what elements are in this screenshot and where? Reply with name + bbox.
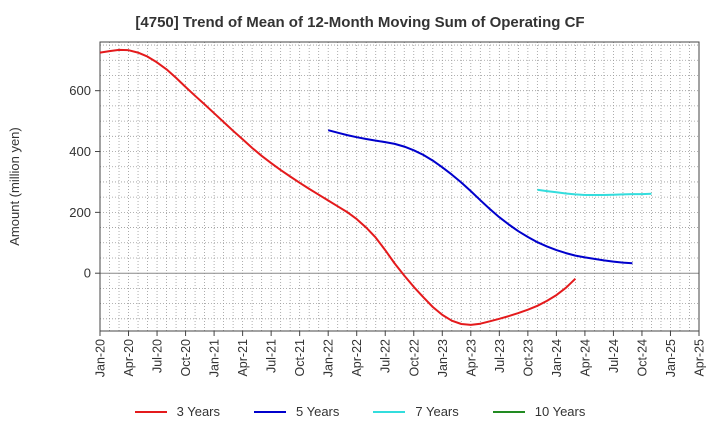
x-tick-label: Jan-24 [550,339,564,377]
series-line-5-years [327,129,633,265]
plot-area [100,42,699,331]
plot-frame [99,41,700,332]
y-tick-label: 200 [69,205,91,220]
x-tick-label: Oct-21 [293,339,307,377]
x-tick-label: Oct-22 [407,339,421,377]
legend-swatch [492,410,525,413]
y-tick-label: 400 [69,144,91,159]
x-tick-label: Jul-20 [151,339,165,373]
legend-label: 7 Years [415,404,459,419]
x-tick-label: Apr-24 [578,339,592,377]
x-tick-label: Jul-24 [607,339,621,373]
x-tick-label: Jan-20 [94,339,108,377]
x-tick-label: Jul-23 [493,339,507,373]
x-tick-label: Apr-23 [464,339,478,377]
y-axis-label: Amount (million yen) [7,127,22,246]
x-tick-label: Apr-25 [693,339,707,377]
legend-swatch [254,410,286,413]
legend-item: 3 Years [134,404,220,419]
x-tick-label: Oct-23 [521,339,535,377]
x-tick-label: Jan-22 [322,339,336,377]
legend-swatch [373,410,406,413]
x-tick-label: Jan-23 [436,339,450,377]
y-tick-label: 600 [69,83,91,98]
x-tick-label: Apr-20 [122,339,136,377]
chart-title: [4750] Trend of Mean of 12-Month Moving … [135,14,585,31]
x-tick-label: Jan-21 [208,339,222,377]
legend-label: 5 Years [296,404,340,419]
legend-item: 5 Years [254,404,339,419]
y-tick-label: 0 [84,266,91,281]
chart-legend: 3 Years 5 Years 7 Years 10 Years [0,404,720,419]
series-line-7-years [537,188,652,196]
x-tick-label: Jul-22 [379,339,393,373]
x-tick-label: Jul-21 [265,339,279,373]
legend-swatch [134,410,167,413]
legend-label: 3 Years [176,404,220,419]
x-tick-label: Apr-22 [350,339,364,377]
legend-item: 10 Years [492,404,586,419]
series-line-3-years [99,48,577,326]
legend-label: 10 Years [534,404,586,419]
x-tick-label: Oct-24 [635,339,649,377]
x-tick-label: Apr-21 [236,339,250,377]
legend-item: 7 Years [373,404,459,419]
x-tick-label: Oct-20 [179,339,193,377]
x-tick-label: Jan-25 [664,339,678,377]
